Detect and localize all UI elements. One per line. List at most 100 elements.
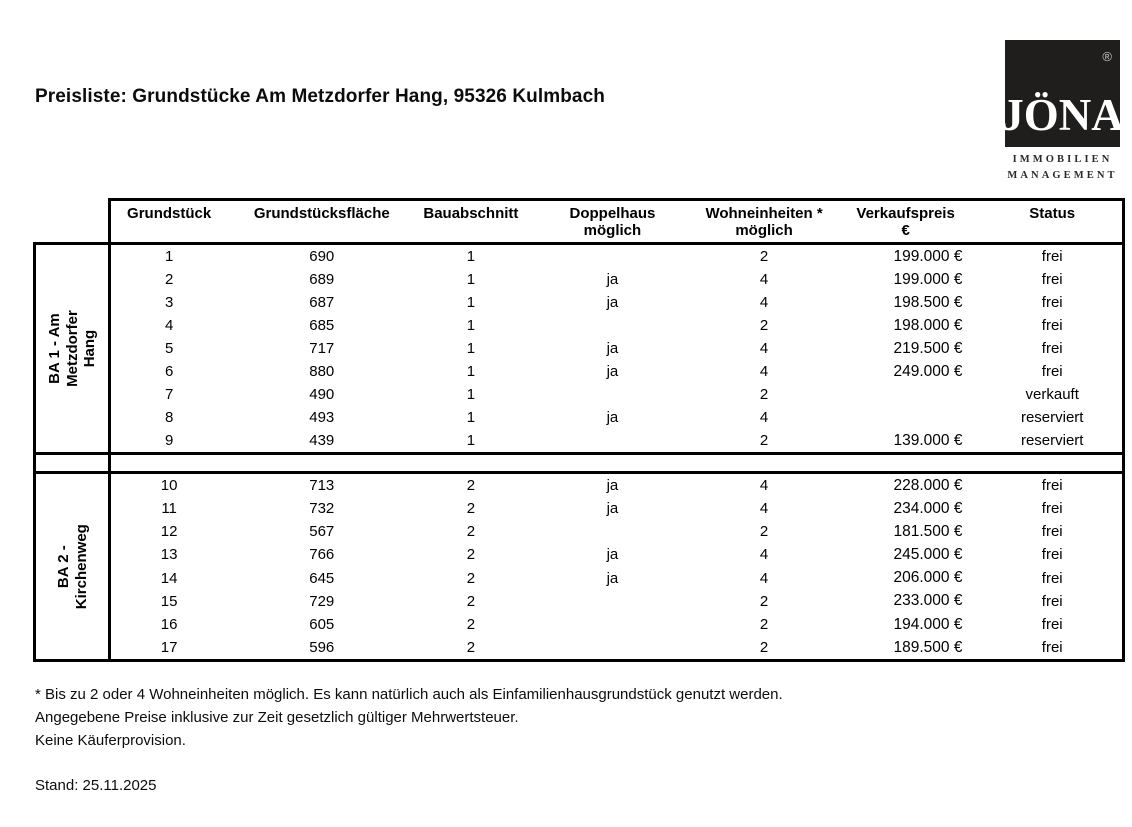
plot-number-cell: 3	[164, 294, 174, 311]
plot-number-cell: 15	[160, 592, 178, 610]
stand-date: Stand: 25.11.2025	[35, 777, 157, 794]
table-row: 9 439 1 2 139.000 € reserviert	[111, 429, 1122, 452]
plot-area-cell: 687	[309, 294, 335, 311]
duplex-possible-cell: ja	[606, 271, 619, 288]
column-header-doppelhaus: Doppelhaus möglich	[525, 205, 699, 242]
plot-area-cell: 689	[309, 271, 335, 288]
page-title: Preisliste: Grundstücke Am Metzdorfer Ha…	[35, 86, 605, 107]
construction-phase-cell: 1	[466, 386, 476, 403]
plot-number-cell: 13	[160, 546, 178, 564]
table-row: 14 645 2 ja 4 206.000 € frei	[111, 567, 1122, 590]
header-line1: Status	[1029, 205, 1076, 222]
construction-phase-cell: 1	[466, 409, 476, 426]
column-header-bauabschnitt: Bauabschnitt	[416, 205, 525, 242]
duplex-possible-cell: ja	[606, 477, 619, 495]
plot-area-cell: 880	[309, 363, 335, 380]
duplex-possible-cell: ja	[606, 409, 619, 426]
plot-area-cell: 766	[309, 546, 335, 564]
status-cell: frei	[1041, 500, 1063, 518]
section-ba1-sidebar: BA 1 - Am Metzdorfer Hang	[36, 245, 111, 452]
header-line1: Verkaufspreis	[856, 205, 955, 222]
table-row: 13 766 2 ja 4 245.000 € frei	[111, 543, 1122, 566]
status-cell: frei	[1041, 569, 1063, 587]
sale-price-cell: 181.500 €	[893, 523, 963, 541]
sale-price-cell: 234.000 €	[893, 499, 963, 517]
plot-number-cell: 1	[164, 248, 174, 265]
plot-area-cell: 493	[309, 409, 335, 426]
construction-phase-cell: 1	[466, 340, 476, 357]
table-row: 11 732 2 ja 4 234.000 € frei	[111, 497, 1122, 520]
status-cell: reserviert	[1020, 432, 1084, 449]
sale-price-cell: 219.500 €	[893, 339, 963, 357]
duplex-possible-cell: ja	[606, 363, 619, 380]
section-ba1-rows: 1 690 1 2 199.000 € frei 2 689 1 ja 4 199.000 € frei…	[111, 245, 1122, 452]
logo-wordmark: JÖNA	[1001, 90, 1124, 140]
plot-number-cell: 7	[164, 386, 174, 403]
sale-price-cell: 198.000 €	[893, 316, 963, 334]
plot-area-cell: 439	[309, 432, 335, 449]
plot-area-cell: 490	[309, 386, 335, 403]
housing-units-cell: 4	[759, 271, 769, 288]
construction-phase-cell: 2	[466, 500, 476, 518]
footnote-wohneinheiten: * Bis zu 2 oder 4 Wohneinheiten möglich.…	[35, 686, 783, 703]
section-ba2: BA 2 - Kirchenweg 10 713 2 ja 4 228.000 € frei…	[33, 471, 1125, 662]
plot-number-cell: 10	[160, 477, 178, 495]
sale-price-cell: 199.000 €	[893, 270, 963, 288]
column-header-wohneinheiten: Wohneinheiten * möglich	[699, 205, 828, 242]
duplex-possible-cell: ja	[606, 500, 619, 518]
plot-number-cell: 8	[164, 409, 174, 426]
construction-phase-cell: 1	[466, 432, 476, 449]
footnote-mehrwertsteuer: Angegebene Preise inklusive zur Zeit ges…	[35, 709, 519, 726]
plot-number-cell: 16	[160, 615, 178, 633]
plot-area-cell: 713	[309, 477, 335, 495]
header-line2: €	[901, 222, 910, 239]
construction-phase-cell: 1	[466, 271, 476, 288]
section-ba1: BA 1 - Am Metzdorfer Hang 1 690 1 2 199.000 …	[33, 242, 1125, 455]
plot-area-cell: 729	[309, 592, 335, 610]
plot-area-cell: 690	[309, 248, 335, 265]
column-header-grundstuecksflaeche: Grundstücksfläche	[227, 205, 416, 242]
logo-box: ® JÖNA	[1001, 40, 1124, 147]
table-row: 6 880 1 ja 4 249.000 € frei	[111, 360, 1122, 383]
plot-area-cell: 605	[309, 615, 335, 633]
table-row: 16 605 2 2 194.000 € frei	[111, 613, 1122, 636]
header-line1: Wohneinheiten *	[705, 205, 823, 222]
status-cell: reserviert	[1020, 409, 1084, 426]
table-row: 10 713 2 ja 4 228.000 € frei	[111, 474, 1122, 497]
housing-units-cell: 2	[759, 317, 769, 334]
duplex-possible-cell: ja	[606, 294, 619, 311]
table-row: 17 596 2 2 189.500 € frei	[111, 636, 1122, 659]
housing-units-cell: 4	[759, 546, 769, 564]
header-line1: Doppelhaus	[569, 205, 656, 222]
plot-area-cell: 717	[309, 340, 335, 357]
plot-area-cell: 596	[309, 638, 335, 656]
housing-units-cell: 4	[759, 409, 769, 426]
duplex-possible-cell: ja	[606, 340, 619, 357]
housing-units-cell: 2	[759, 248, 769, 265]
status-cell: frei	[1041, 477, 1063, 495]
company-logo: ® JÖNA IMMOBILIEN MANAGEMENT	[1001, 40, 1124, 184]
housing-units-cell: 2	[759, 638, 769, 656]
plot-area-cell: 567	[309, 523, 335, 541]
construction-phase-cell: 2	[466, 477, 476, 495]
table-row: 3 687 1 ja 4 198.500 € frei	[111, 291, 1122, 314]
plot-number-cell: 9	[164, 432, 174, 449]
construction-phase-cell: 2	[466, 592, 476, 610]
section-divider-row	[33, 455, 1125, 471]
housing-units-cell: 2	[759, 432, 769, 449]
housing-units-cell: 4	[759, 569, 769, 587]
plot-number-cell: 5	[164, 340, 174, 357]
plot-number-cell: 17	[160, 638, 178, 656]
plot-number-cell: 12	[160, 523, 178, 541]
logo-subtitle-line2: MANAGEMENT	[1007, 169, 1118, 181]
table-row: 1 690 1 2 199.000 € frei	[111, 245, 1122, 268]
section-ba1-label: BA 1 - Am Metzdorfer Hang	[45, 310, 98, 387]
header-line1: Grundstück	[127, 205, 212, 222]
sale-price-cell: 233.000 €	[893, 592, 963, 610]
price-table: Grundstück Grundstücksfläche Bauabschnit…	[33, 198, 1125, 662]
sale-price-cell: 249.000 €	[893, 362, 963, 380]
footnotes: * Bis zu 2 oder 4 Wohneinheiten möglich.…	[35, 687, 783, 756]
status-cell: frei	[1041, 340, 1063, 357]
header-line2: möglich	[735, 222, 793, 239]
header-line1: Bauabschnitt	[423, 205, 519, 222]
